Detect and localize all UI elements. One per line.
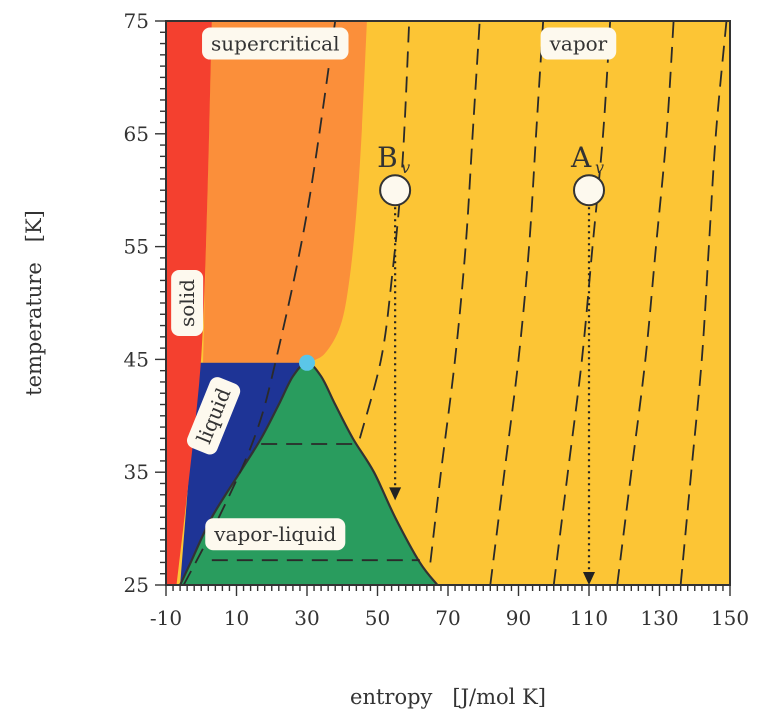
state-point-label: A (570, 141, 592, 174)
state-point-subscript: v (401, 158, 410, 177)
x-tick-label: 10 (224, 606, 249, 630)
region-label-text: supercritical (211, 32, 339, 56)
x-tick-label: 90 (506, 606, 531, 630)
arrowhead-B (389, 487, 402, 501)
isobar-6 (616, 21, 675, 585)
state-point-A (573, 174, 605, 207)
x-tick-label: 150 (711, 606, 749, 630)
y-tick-label: 75 (124, 9, 149, 33)
x-tick-label: 50 (365, 606, 390, 630)
region-label-vapor-liquid: vapor-liquid (205, 518, 346, 551)
y-tick-label: 25 (124, 573, 149, 597)
region-label-vapor: vapor (540, 27, 617, 60)
isobar-3 (429, 21, 481, 563)
isobar-2 (359, 21, 411, 439)
axes: -10 10 30 50 70 90 110 130 150 25 35 45 55 65 75 (124, 9, 750, 630)
region-label-text: solid (175, 279, 199, 327)
state-point-label: B (377, 141, 398, 174)
critical-point (299, 354, 315, 371)
plot-area (166, 21, 730, 585)
y-tick-label: 65 (124, 122, 149, 146)
region-supercritical (203, 21, 367, 363)
y-axis-title: temperature [K] (22, 210, 46, 396)
state-point-subscript: v (595, 158, 604, 177)
state-point-B (379, 174, 412, 207)
isobar-7 (679, 21, 728, 585)
region-label-supercritical: supercritical (202, 27, 349, 60)
isobar-4 (489, 21, 545, 585)
y-tick-label: 55 (124, 235, 149, 259)
region-label-text: vapor-liquid (213, 522, 336, 546)
x-tick-label: 70 (435, 606, 460, 630)
x-tick-label: 110 (570, 606, 608, 630)
x-tick-label: -10 (150, 606, 182, 630)
arrowhead-A (583, 572, 595, 585)
x-axis-title: entropy [J/mol K] (350, 685, 546, 709)
isobar-1 (182, 21, 337, 585)
isobar-5 (552, 21, 612, 585)
x-tick-label: 30 (294, 606, 319, 630)
label-box (202, 27, 349, 60)
y-tick-label: 45 (124, 347, 149, 371)
x-tick-label: 130 (640, 606, 678, 630)
label-box (171, 270, 204, 336)
label-box (205, 518, 346, 551)
region-label-text: vapor (549, 32, 608, 56)
label-box (186, 377, 241, 455)
label-box (540, 27, 617, 60)
region-label-solid: solid (171, 270, 204, 336)
y-tick-label: 35 (124, 460, 149, 484)
